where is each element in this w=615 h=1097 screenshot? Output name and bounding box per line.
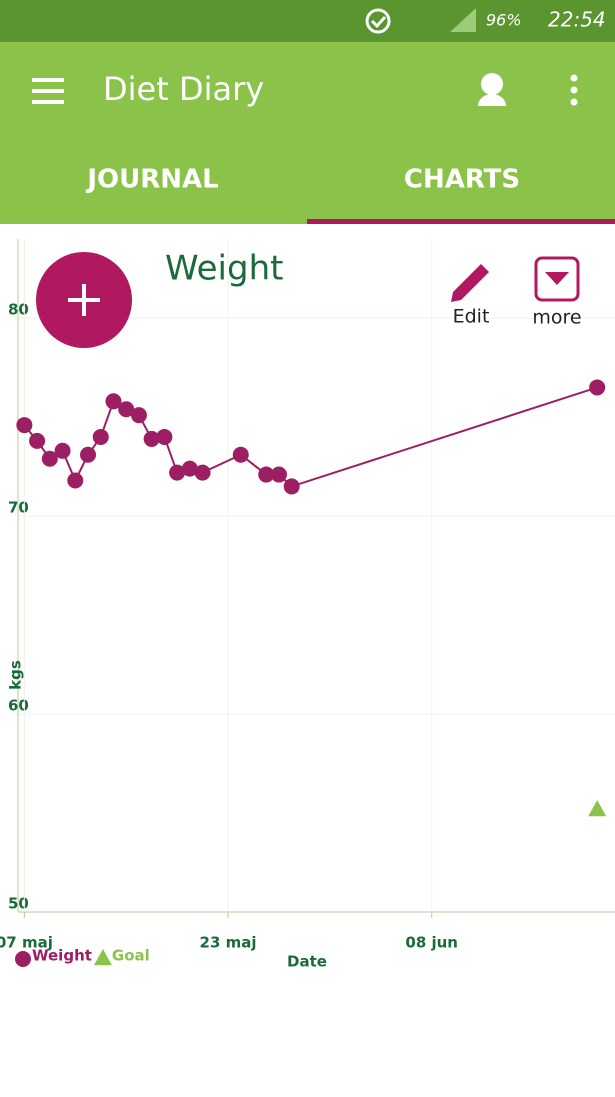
edit-label: Edit — [453, 306, 490, 328]
edit-button[interactable] — [451, 264, 489, 302]
overflow-dot — [570, 98, 578, 106]
legend-label: Weight — [32, 947, 92, 965]
app-title: Diet Diary — [103, 70, 264, 108]
more-label: more — [532, 307, 581, 329]
account-icon — [478, 94, 506, 106]
add-icon — [68, 284, 100, 316]
battery: 96% — [486, 11, 522, 30]
alarm-icon — [365, 8, 391, 34]
point — [258, 466, 275, 483]
account-button[interactable] — [481, 73, 503, 95]
tab-journal[interactable]: JOURNAL — [85, 165, 218, 195]
point — [105, 393, 122, 410]
point — [54, 442, 71, 459]
tab-charts[interactable]: CHARTS — [404, 165, 520, 195]
overflow-dot — [570, 86, 578, 94]
x-tick-label: 07 maj — [0, 934, 53, 952]
point — [589, 379, 606, 396]
status-bar — [0, 0, 615, 42]
point — [588, 800, 607, 817]
legend-marker — [93, 949, 112, 966]
x-tick-label: 23 maj — [200, 934, 257, 952]
x-tick-label: 08 jun — [405, 934, 458, 952]
legend-label: Goal — [112, 947, 150, 965]
point — [130, 407, 147, 424]
more-icon — [545, 272, 569, 285]
point — [118, 401, 135, 418]
legend-marker — [15, 951, 31, 967]
menu-button[interactable] — [32, 78, 64, 104]
point — [181, 460, 198, 477]
chart-title: Weight — [165, 249, 283, 289]
point — [283, 478, 300, 495]
signal-icon — [450, 8, 476, 32]
point — [194, 464, 211, 481]
point — [270, 466, 287, 483]
point — [232, 446, 249, 463]
overflow-button[interactable] — [570, 74, 578, 82]
tab-indicator — [307, 219, 615, 224]
clock: 22:54 — [548, 8, 606, 32]
point — [156, 428, 173, 445]
point — [143, 430, 160, 447]
app-bar — [0, 42, 615, 224]
point — [67, 472, 84, 489]
point — [92, 428, 109, 445]
point — [169, 464, 186, 481]
point — [80, 446, 97, 463]
y-axis-label: kgs — [7, 660, 25, 690]
point — [16, 417, 33, 434]
x-axis-label: Date — [287, 953, 327, 971]
point — [41, 450, 58, 467]
point — [29, 432, 46, 449]
